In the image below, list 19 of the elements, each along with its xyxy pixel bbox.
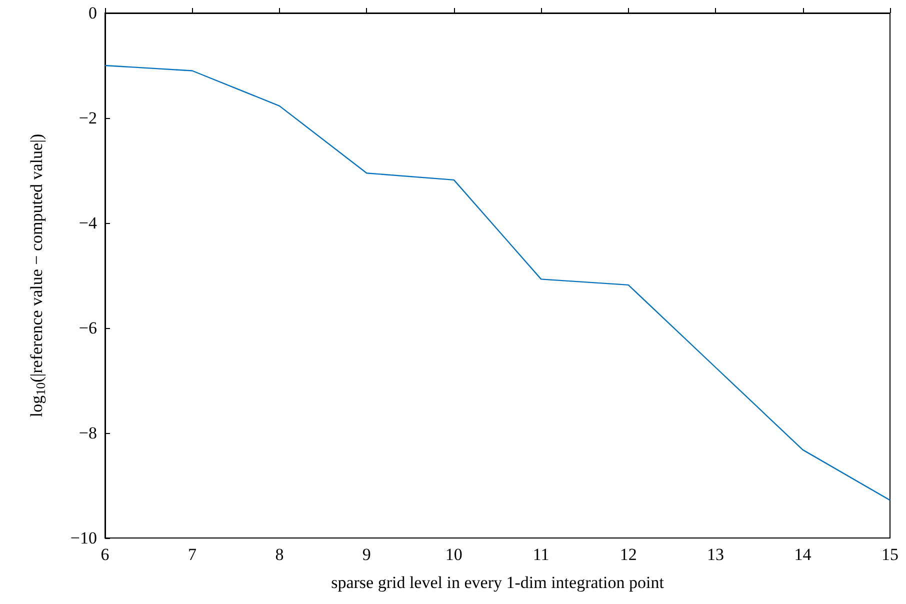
x-tick-label: 10 <box>445 545 462 564</box>
y-tick-label: 0 <box>88 4 97 22</box>
x-tick-label: 14 <box>794 545 812 564</box>
y-tick-label: −8 <box>78 424 97 442</box>
x-tick-label: 13 <box>707 545 724 564</box>
x-axis-title: sparse grid level in every 1-dim integration point <box>331 573 664 592</box>
x-tick-label: 12 <box>620 545 637 564</box>
x-tick-label: 9 <box>362 545 371 564</box>
y-tick-label: −10 <box>70 528 97 548</box>
line-series <box>104 64 891 501</box>
x-tick-label: 15 <box>882 545 898 564</box>
x-tick-label: 8 <box>275 545 284 564</box>
y-tick-label: −6 <box>78 318 97 338</box>
x-tick-label: 11 <box>532 545 550 564</box>
x-tick-label: 6 <box>100 545 110 564</box>
y-tick-label: −4 <box>78 214 98 232</box>
y-axis-title: log10(|reference value − computed value|) <box>27 134 48 418</box>
x-tick-label: 7 <box>188 545 197 564</box>
y-tick-label: −2 <box>78 108 97 128</box>
